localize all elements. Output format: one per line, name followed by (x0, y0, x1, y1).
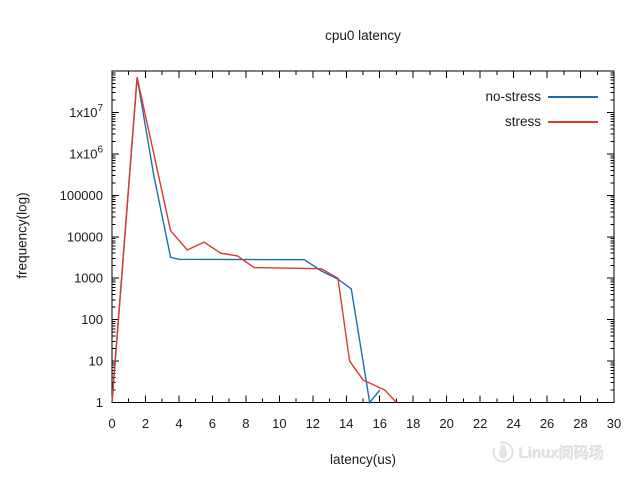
legend-line-sample-stress (548, 121, 598, 123)
svg-text:6: 6 (209, 416, 216, 431)
svg-text:20: 20 (439, 416, 453, 431)
svg-text:30: 30 (607, 416, 621, 431)
svg-text:18: 18 (406, 416, 420, 431)
svg-text:0: 0 (108, 416, 115, 431)
svg-text:2: 2 (142, 416, 149, 431)
svg-text:8: 8 (242, 416, 249, 431)
svg-text:10: 10 (272, 416, 286, 431)
watermark: Linux阅码场 (492, 441, 604, 463)
svg-text:24: 24 (506, 416, 520, 431)
svg-text:1000: 1000 (74, 271, 103, 286)
y-axis-label: frequency(log) (14, 192, 30, 279)
svg-text:4: 4 (175, 416, 182, 431)
svg-text:12: 12 (306, 416, 320, 431)
svg-text:100: 100 (81, 312, 103, 327)
svg-text:26: 26 (540, 416, 554, 431)
svg-text:10000: 10000 (67, 229, 103, 244)
x-axis-tick-labels: 0 2 4 6 8 10 12 14 16 18 20 22 24 26 28 30 (108, 416, 621, 431)
svg-text:16: 16 (372, 416, 386, 431)
svg-text:100000: 100000 (60, 188, 103, 203)
penguin-logo-icon (492, 441, 514, 463)
svg-text:1x107: 1x107 (69, 103, 103, 120)
svg-text:10: 10 (89, 354, 103, 369)
y-axis-tick-labels: 1 10 100 1000 10000 100000 1x106 1x107 (60, 103, 104, 410)
axis-ticks (111, 70, 615, 403)
series-line-stress (111, 77, 397, 403)
series-line-no-stress (111, 77, 381, 405)
legend-entry-stress: stress (504, 114, 541, 129)
chart-title: cpu0 latency (325, 28, 401, 43)
svg-text:1x106: 1x106 (69, 144, 103, 161)
legend-line-sample-no-stress (548, 96, 598, 98)
legend-entry-no-stress: no-stress (485, 89, 541, 104)
svg-text:22: 22 (473, 416, 487, 431)
svg-text:1: 1 (96, 395, 103, 410)
watermark-text: Linux阅码场 (519, 444, 604, 462)
x-axis-label: latency(us) (329, 452, 397, 467)
data-series-lines (111, 77, 397, 405)
svg-text:28: 28 (573, 416, 587, 431)
svg-text:14: 14 (339, 416, 353, 431)
